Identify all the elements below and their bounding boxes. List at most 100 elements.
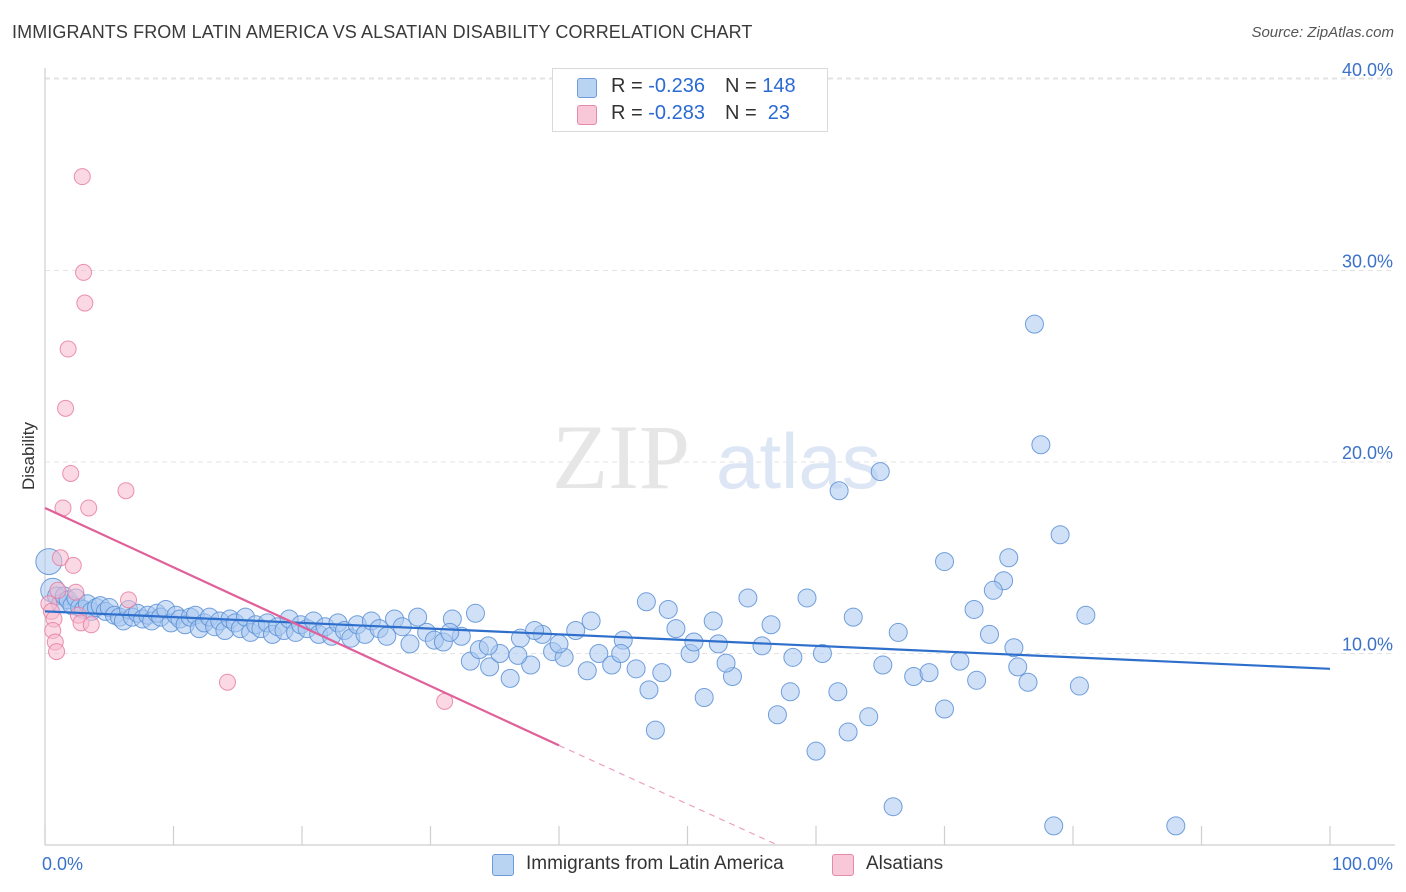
watermark: ZIP atlas [552,406,881,508]
x-tick-label-1: 100.0% [1332,854,1393,874]
chart-title: IMMIGRANTS FROM LATIN AMERICA VS ALSATIA… [12,22,753,42]
legend-swatch-blue [577,78,597,98]
point-blue-87 [577,661,597,681]
point-blue-124 [1031,435,1051,455]
trendline-pink [44,506,560,747]
point-blue-82 [521,655,541,675]
grid-layer [45,77,1395,654]
point-blue-80 [500,668,520,688]
point-blue-144 [478,636,498,656]
point-blue-122 [829,481,849,501]
point-pink-6 [49,581,67,599]
point-blue-133 [780,682,800,702]
trendline-pink-dashed [558,744,778,846]
point-blue-96 [694,688,714,708]
point-blue-131 [883,797,903,817]
y-tick-label-3: 40.0% [1342,60,1393,80]
series-legend: Immigrants from Latin America Alsatians [0,852,1406,878]
point-blue-139 [611,644,631,663]
chart-source: Source: ZipAtlas.com [1251,24,1394,41]
point-blue-149 [1044,816,1064,836]
stats-legend: R = -0.236 N = 148 R = -0.283 N = 23 [552,68,828,132]
point-blue-69 [400,634,420,654]
point-pink-23 [218,673,236,691]
point-blue-97 [708,634,728,654]
point-blue-147 [838,722,858,742]
point-blue-93 [652,663,672,683]
axes-layer [44,68,1395,846]
point-blue-112 [935,699,954,719]
point-blue-117 [1008,657,1028,677]
point-blue-88 [589,644,609,663]
point-blue-109 [888,622,908,642]
legend-label-alsatians: Alsatians [866,853,944,874]
trend-layer [44,506,1331,846]
point-blue-127 [967,670,987,690]
point-pink-22 [117,482,135,500]
y-tick-label-0: 10.0% [1342,635,1393,655]
point-blue-70 [408,607,428,627]
trendline-blue [44,610,1331,670]
point-blue-100 [752,636,772,656]
point-pink-21 [120,591,138,609]
point-blue-123 [870,462,890,482]
point-blue-101 [767,705,787,725]
point-blue-104 [812,644,832,663]
point-pink-20 [82,616,100,634]
point-blue-134 [703,611,723,631]
point-blue-137 [636,592,656,612]
point-blue-115 [979,624,999,644]
point-blue-106 [843,607,863,627]
watermark-atlas: atlas [716,417,881,505]
point-blue-151 [645,720,665,740]
point-blue-111 [919,663,939,683]
point-pink-7 [51,549,69,567]
point-blue-108 [873,655,893,675]
point-pink-12 [64,556,82,574]
point-pink-17 [73,168,91,186]
point-blue-114 [964,599,984,619]
point-blue-103 [797,588,817,608]
point-pink-10 [59,340,77,358]
point-blue-148 [806,741,826,761]
watermark-zip: ZIP [552,406,690,508]
point-blue-145 [465,603,485,623]
y-tick-label-2: 30.0% [1342,252,1393,272]
point-pink-9 [57,399,75,417]
point-blue-128 [1069,676,1089,696]
x-tick-label-0: 0.0% [42,854,83,874]
legend-swatch-pink [577,105,597,125]
point-blue-99 [738,588,758,608]
legend-swatch-immigrants [492,854,514,876]
point-blue-125 [1050,525,1070,545]
point-blue-129 [1076,605,1096,625]
point-blue-66 [377,626,397,646]
point-blue-113 [950,651,970,671]
legend-text-blue: R = -0.236 N = 148 [611,75,796,97]
point-blue-126 [935,552,954,572]
point-blue-105 [828,682,848,702]
point-blue-146 [440,622,460,642]
point-blue-120 [1004,638,1024,658]
point-blue-92 [639,680,659,700]
point-blue-86 [566,621,586,641]
point-blue-138 [658,599,678,619]
point-pink-16 [75,263,93,281]
point-pink-11 [62,464,80,482]
y-axis-label: Disability [19,421,38,490]
point-blue-143 [508,645,528,665]
point-blue-135 [684,632,704,652]
point-pink-5 [48,643,66,661]
point-blue-107 [859,707,879,727]
point-blue-119 [1024,314,1044,334]
labels-layer: 10.0% 20.0% 30.0% 40.0% 0.0% 100.0% Disability [19,60,1393,874]
point-blue-118 [999,548,1019,568]
point-blue-141 [549,634,569,654]
point-blue-102 [783,647,803,667]
point-blue-78 [480,657,500,677]
point-blue-150 [1166,816,1186,836]
point-pink-13 [67,583,85,601]
point-blue-142 [525,621,545,641]
point-blue-132 [761,615,781,635]
